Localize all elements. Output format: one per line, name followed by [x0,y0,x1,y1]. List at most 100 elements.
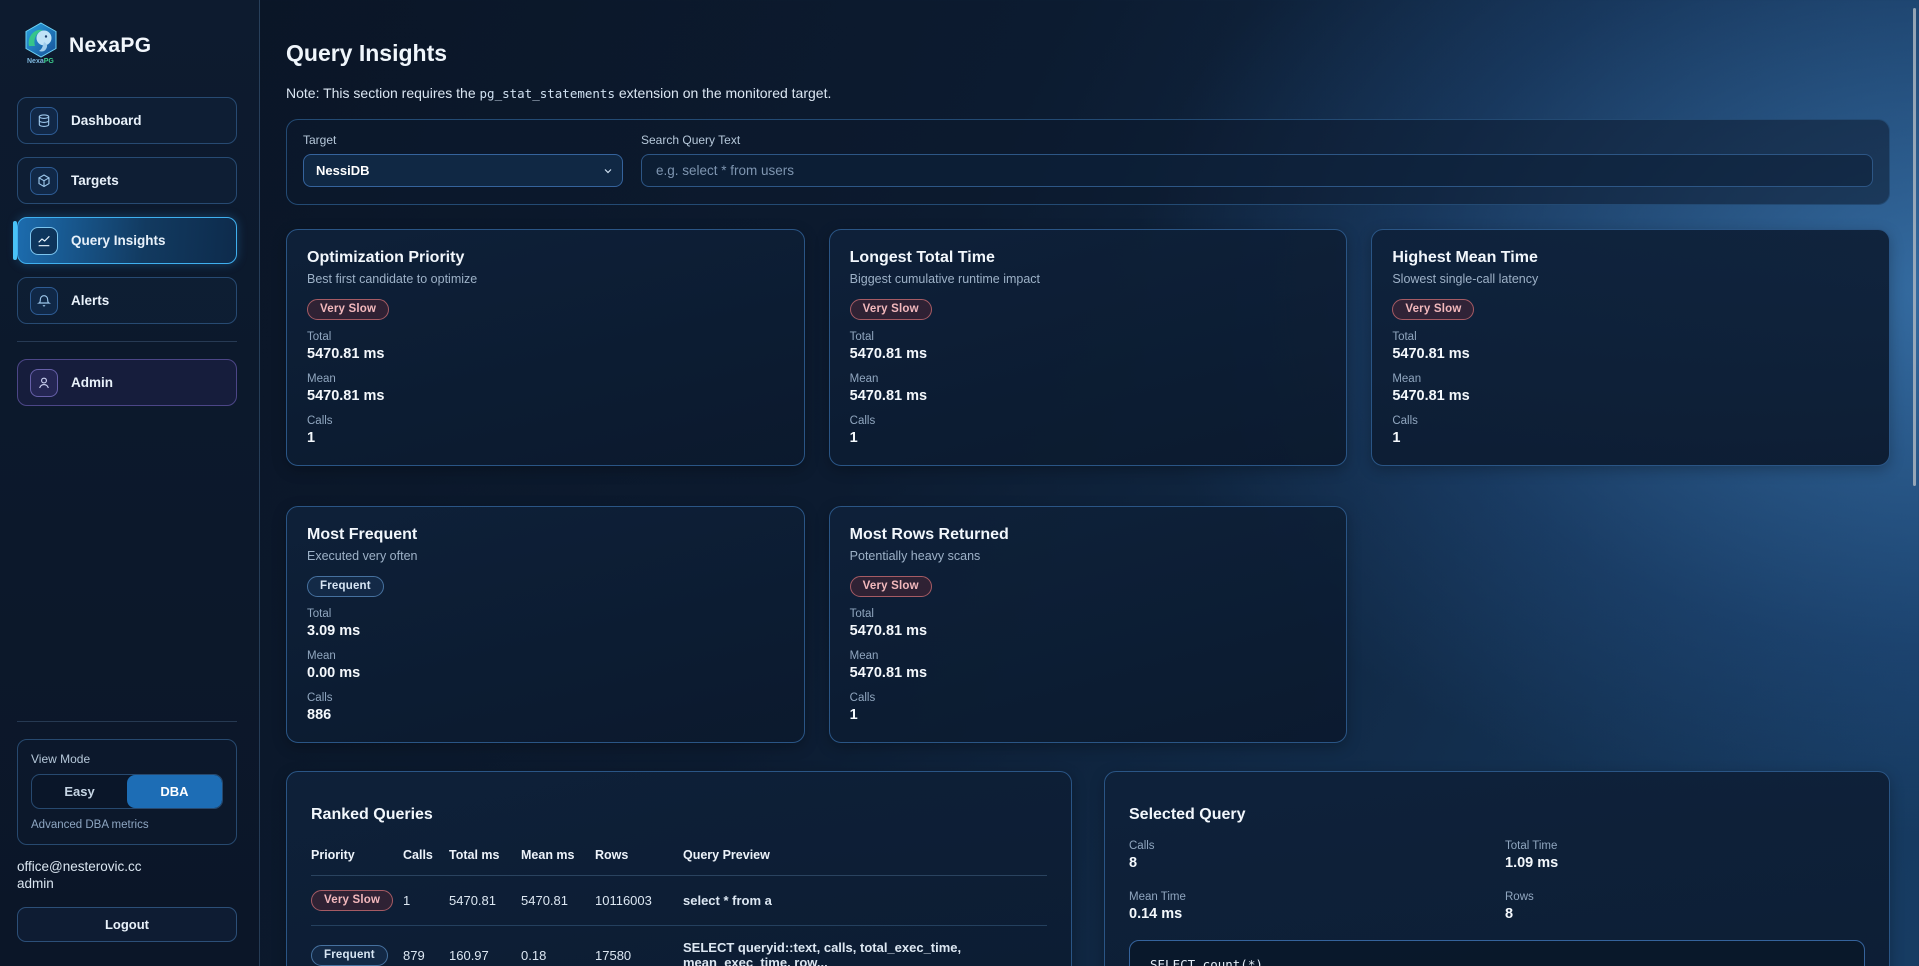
target-label: Target [303,133,337,147]
stat-label: Mean Time [1129,891,1186,903]
cell-mean-ms: 5470.81 [521,893,568,908]
column-header-mean-ms: Mean ms [521,842,595,876]
card-title: Most Frequent [307,526,418,543]
sidebar-item-alerts[interactable]: Alerts [17,277,237,324]
target-field: Target NessiDB [303,133,623,187]
view-mode-panel: View Mode Easy DBA Advanced DBA metrics [17,739,237,845]
ranked-queries-panel: Ranked Queries Priority Calls Total ms M… [286,771,1072,966]
stat-label: Rows [1505,891,1534,903]
metric-label: Calls [307,415,333,427]
cell-total-ms: 160.97 [449,925,521,966]
metric-label: Total [1392,331,1417,343]
cell-rows: 10116003 [595,893,652,908]
card-subtitle: Executed very often [307,549,418,563]
note-prefix: Note: This section requires the [286,85,480,101]
metric-value: 5470.81 ms [1392,388,1470,404]
metric-value: 5470.81 ms [1392,346,1470,362]
metric-label: Total [849,608,874,620]
sidebar-divider [17,341,237,342]
database-icon [30,106,58,135]
stat-cards-grid: Optimization Priority Best first candida… [286,229,1890,743]
card-subtitle: Best first candidate to optimize [307,272,478,286]
page-scrollbar[interactable] [1913,8,1916,486]
column-header-total-ms: Total ms [449,842,521,876]
cell-calls: 879 [403,925,449,966]
metric-value: 1 [849,707,858,723]
card-title: Most Rows Returned [849,526,1009,543]
column-header-calls: Calls [403,842,449,876]
user-icon [30,368,58,397]
sidebar-nav: Dashboard Targets Query Insights [13,97,237,324]
pg-stat-note: Note: This section requires the pg_stat_… [286,85,1890,101]
sidebar-item-label: Dashboard [71,113,142,128]
target-select[interactable]: NessiDB [303,154,623,187]
sql-code-block: SELECT count(*) [1129,940,1865,966]
sidebar-item-query-insights[interactable]: Query Insights [13,217,237,264]
stat-mean-time: Mean Time 0.14 ms [1129,891,1489,922]
view-mode-easy-button[interactable]: Easy [64,784,95,799]
selected-query-stats: Calls 8 Total Time 1.09 ms Mean Time 0.1… [1129,840,1865,922]
table-row[interactable]: Frequent 879 160.97 0.18 17580 SELECT qu… [311,925,1047,966]
metric-value: 886 [307,707,332,723]
user-role: admin [17,876,54,891]
sidebar-item-dashboard[interactable]: Dashboard [17,97,237,144]
metric-label: Mean [307,373,336,385]
status-badge: Very Slow [307,299,390,320]
metric-value: 5470.81 ms [849,665,928,681]
metric-value: 3.09 ms [307,623,361,639]
card-most-frequent: Most Frequent Executed very often Freque… [286,506,805,743]
card-highest-mean-time: Highest Mean Time Slowest single-call la… [1371,229,1890,466]
sidebar-item-admin[interactable]: Admin [17,359,237,406]
cell-calls: 1 [403,893,411,908]
card-title: Highest Mean Time [1392,249,1538,266]
brand: NexaPG NexaPG [17,22,237,69]
bell-icon [30,286,58,315]
table-row[interactable]: Very Slow 1 5470.81 5470.81 10116003 sel… [311,876,1047,926]
metric-value: 5470.81 ms [849,346,928,362]
cell-rows: 17580 [595,925,683,966]
metric-value: 1 [1392,430,1401,446]
card-optimization-priority: Optimization Priority Best first candida… [286,229,805,466]
metric-label: Total [307,331,332,343]
metric-value: 5470.81 ms [307,388,385,404]
priority-badge: Very Slow [311,890,394,911]
note-code: pg_stat_statements [479,86,615,101]
svg-text:NexaPG: NexaPG [27,58,54,64]
metric-label: Calls [307,692,333,704]
metric-value: 5470.81 ms [849,388,928,404]
sidebar-item-targets[interactable]: Targets [17,157,237,204]
nexapg-logo-icon: NexaPG [23,22,59,69]
stat-label: Calls [1129,840,1155,852]
note-suffix: extension on the monitored target. [614,85,832,101]
cell-query-preview: SELECT queryid::text, calls, total_exec_… [683,925,1047,966]
metric-label: Total [307,608,332,620]
status-badge: Frequent [307,576,384,597]
metric-label: Mean [849,373,879,385]
sidebar: NexaPG NexaPG Dashboard Targets [0,0,260,966]
selected-query-panel: Selected Query Calls 8 Total Time 1.09 m… [1104,771,1890,966]
sidebar-item-label: Admin [71,375,113,390]
search-field-group: Search Query Text [641,133,1873,187]
view-mode-dba-button[interactable]: DBA [127,775,222,808]
sidebar-divider [17,721,237,722]
logout-button[interactable]: Logout [17,907,237,942]
cell-mean-ms: 0.18 [521,925,595,966]
card-title: Optimization Priority [307,249,465,266]
stat-total-time: Total Time 1.09 ms [1505,840,1865,871]
metric-label: Calls [849,415,876,427]
ranked-queries-title: Ranked Queries [311,806,433,823]
user-email: office@nesterovic.cc [17,859,142,874]
column-header-query-preview: Query Preview [683,842,1047,876]
metric-value: 1 [849,430,858,446]
column-header-rows: Rows [595,842,683,876]
selected-query-title: Selected Query [1129,806,1246,823]
card-title: Longest Total Time [849,249,995,266]
sidebar-item-label: Query Insights [71,233,166,248]
app-title: NexaPG [69,33,152,57]
page-title: Query Insights [286,40,448,66]
metric-value: 5470.81 ms [307,346,385,362]
stat-value: 0.14 ms [1129,906,1183,922]
filter-panel: Target NessiDB Search Query Text [286,119,1890,205]
view-mode-hint: Advanced DBA metrics [31,819,149,831]
query-search-input[interactable] [641,154,1873,187]
